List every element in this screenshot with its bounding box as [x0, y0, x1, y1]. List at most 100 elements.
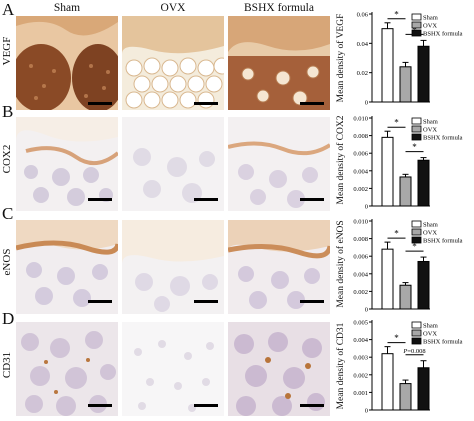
legend-label: BSHX formula [423, 238, 463, 245]
y-tick-label: 0 [365, 204, 368, 211]
scale-bar [88, 102, 112, 105]
y-axis-label-cd31: Mean density of CD31 [336, 322, 346, 410]
micrograph-cd31-ovx [122, 322, 224, 416]
micrograph-vegf-ovx [122, 16, 224, 110]
legend-swatch [411, 125, 422, 133]
panel-letter-b: B [2, 102, 14, 121]
scale-bar [300, 300, 324, 303]
y-tick-label: 0.004 [353, 271, 368, 278]
scale-bar [88, 300, 112, 303]
scale-bar [300, 404, 324, 407]
bar-chart-cox2: 0 0.002 0.004 0.006 0.008 0.010 * * Sham OVX BSHX … [348, 112, 472, 212]
y-tick-label: 0.004 [353, 168, 368, 175]
y-tick-label: 0.005 [353, 320, 368, 327]
legend-swatch [411, 133, 422, 141]
legend-label: Sham [423, 222, 438, 229]
bar-bshx-formula [417, 159, 430, 207]
bar-sham [381, 248, 394, 310]
legend-swatch [411, 29, 422, 37]
panel-letter-a: A [2, 0, 15, 19]
y-tick-label: 0.010 [353, 116, 368, 123]
scale-bar [194, 102, 218, 105]
column-header-sham: Sham [53, 2, 81, 14]
y-tick-label: 0.002 [353, 372, 368, 379]
column-header-ovx: OVX [160, 2, 186, 14]
y-tick-label: 0.02 [357, 70, 368, 77]
legend-label: OVX [423, 23, 437, 30]
scale-bar [300, 102, 324, 105]
significance-label: * [394, 9, 399, 19]
y-tick-label: 0.008 [353, 133, 368, 140]
legend-label: OVX [423, 127, 437, 134]
legend-swatch [411, 220, 422, 228]
micrograph-vegf-sham [16, 16, 118, 110]
legend-swatch [411, 236, 422, 244]
y-tick-label: 0.002 [353, 186, 368, 193]
legend-label: Sham [423, 15, 438, 22]
micrograph-enos-sham [16, 220, 118, 314]
legend-swatch [411, 337, 422, 345]
y-tick-label: 0.008 [353, 236, 368, 243]
y-tick-label: 0.001 [353, 390, 368, 397]
micrograph-vegf-bshx [228, 16, 330, 110]
bar-sham [381, 28, 394, 103]
legend-swatch [411, 228, 422, 236]
bar-chart-cd31: 0 0.001 0.002 0.003 0.004 0.005 * P=0.008 Sham OV… [348, 316, 472, 416]
significance-label: * [394, 333, 399, 343]
row-label-cd31: CD31 [1, 351, 13, 379]
y-tick-label: 0.06 [357, 12, 369, 19]
y-axis-label-vegf: Mean density of VEGF [336, 13, 346, 103]
bar-ovx [399, 383, 412, 411]
row-label-cox2: COX2 [1, 144, 13, 174]
bar-bshx-formula [417, 367, 430, 411]
y-tick-label: 0.004 [353, 337, 368, 344]
scale-bar [88, 404, 112, 407]
micrograph-cd31-bshx [228, 322, 330, 416]
panel-letter-d: D [2, 309, 15, 328]
micrograph-cd31-sham [16, 322, 118, 416]
bar-bshx-formula [417, 260, 430, 310]
bar-ovx [399, 176, 412, 207]
significance-label: * [394, 118, 399, 128]
y-axis-label-cox2: Mean density of COX2 [336, 115, 346, 205]
micrograph-cox2-sham [16, 117, 118, 211]
y-tick-label: 0 [365, 100, 368, 107]
legend-swatch [411, 329, 422, 337]
significance-label: P=0.008 [402, 348, 425, 355]
y-tick-label: 0.006 [353, 254, 368, 261]
legend-swatch [411, 117, 422, 125]
y-tick-label: 0.04 [357, 41, 369, 48]
scale-bar [194, 300, 218, 303]
scale-bar [194, 404, 218, 407]
column-header-bshx: BSHX formula [244, 2, 314, 14]
significance-label: * [394, 229, 399, 239]
legend-swatch [411, 321, 422, 329]
bar-bshx-formula [417, 45, 430, 103]
micrograph-enos-bshx [228, 220, 330, 314]
legend-label: OVX [423, 331, 437, 338]
row-label-vegf: VEGF [1, 36, 13, 66]
bar-sham [381, 136, 394, 207]
legend-label: Sham [423, 119, 438, 126]
legend-swatch [411, 13, 422, 21]
significance-label: * [412, 142, 417, 152]
micrograph-cox2-bshx [228, 117, 330, 211]
bar-sham [381, 353, 394, 411]
scale-bar [88, 198, 112, 201]
y-axis-label-enos: Mean density of eNOS [336, 220, 346, 308]
legend-label: BSHX formula [423, 339, 463, 346]
micrograph-enos-ovx [122, 220, 224, 314]
legend-label: BSHX formula [423, 31, 463, 38]
row-label-enos: eNOS [1, 248, 13, 276]
y-tick-label: 0.006 [353, 151, 368, 158]
legend-label: Sham [423, 323, 438, 330]
scale-bar [194, 198, 218, 201]
bar-ovx [399, 284, 412, 310]
y-tick-label: 0 [365, 307, 368, 314]
legend-label: BSHX formula [423, 135, 463, 142]
y-tick-label: 0 [365, 408, 368, 415]
y-tick-label: 0.002 [353, 289, 368, 296]
legend-label: OVX [423, 230, 437, 237]
micrograph-cox2-ovx [122, 117, 224, 211]
